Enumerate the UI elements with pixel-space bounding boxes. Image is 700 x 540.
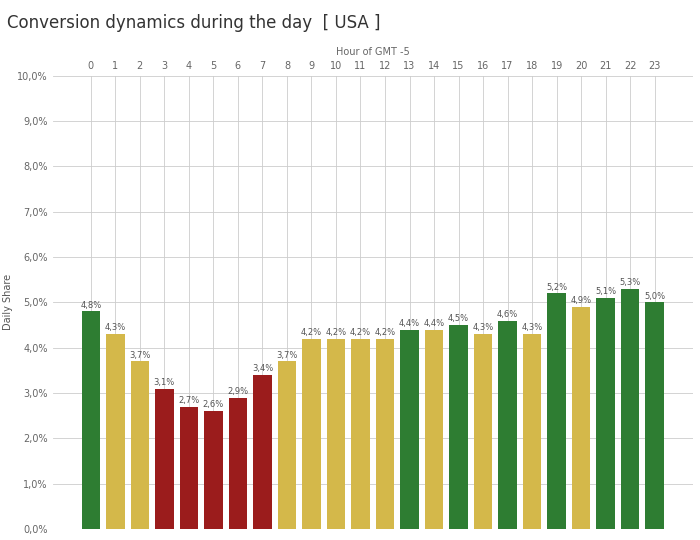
Text: 2,7%: 2,7% [178,396,199,405]
Text: 5,1%: 5,1% [595,287,616,296]
Bar [449,325,468,529]
Text: 4,3%: 4,3% [473,323,494,332]
Text: 4,5%: 4,5% [448,314,469,323]
Bar [278,361,296,529]
Text: 5,2%: 5,2% [546,282,567,292]
X-axis label: Hour of GMT -5: Hour of GMT -5 [336,47,410,57]
Text: 4,3%: 4,3% [105,323,126,332]
Bar [351,339,370,529]
Bar [82,312,100,529]
Text: 5,0%: 5,0% [644,292,665,301]
Bar [131,361,149,529]
Text: 4,9%: 4,9% [570,296,592,305]
Text: 4,2%: 4,2% [301,328,322,337]
Bar [645,302,664,529]
Text: 4,2%: 4,2% [350,328,371,337]
Bar [180,407,198,529]
Bar [253,375,272,529]
Bar [425,329,443,529]
Text: 3,7%: 3,7% [130,350,150,360]
Bar [572,307,590,529]
Text: 5,3%: 5,3% [620,278,640,287]
Bar [621,289,639,529]
Bar [498,321,517,529]
Bar [302,339,321,529]
Text: 3,4%: 3,4% [252,364,273,373]
Bar [106,334,125,529]
Text: 4,8%: 4,8% [80,301,101,309]
Text: 4,4%: 4,4% [399,319,420,328]
Text: 4,2%: 4,2% [326,328,346,337]
Bar [327,339,345,529]
Bar [596,298,615,529]
Bar [474,334,492,529]
Text: 4,4%: 4,4% [424,319,444,328]
Bar [547,293,566,529]
Text: 2,6%: 2,6% [203,401,224,409]
Text: 2,9%: 2,9% [228,387,248,396]
Text: 3,1%: 3,1% [154,378,175,387]
Text: 4,6%: 4,6% [497,310,518,319]
Bar [523,334,541,529]
Bar [204,411,223,529]
Bar [155,389,174,529]
Bar [229,397,247,529]
Text: 3,7%: 3,7% [276,350,298,360]
Bar [400,329,419,529]
Y-axis label: Daily Share: Daily Share [3,274,13,330]
Text: Conversion dynamics during the day  [ USA ]: Conversion dynamics during the day [ USA… [7,14,381,31]
Text: 4,3%: 4,3% [522,323,542,332]
Text: 4,2%: 4,2% [374,328,395,337]
Bar [376,339,394,529]
